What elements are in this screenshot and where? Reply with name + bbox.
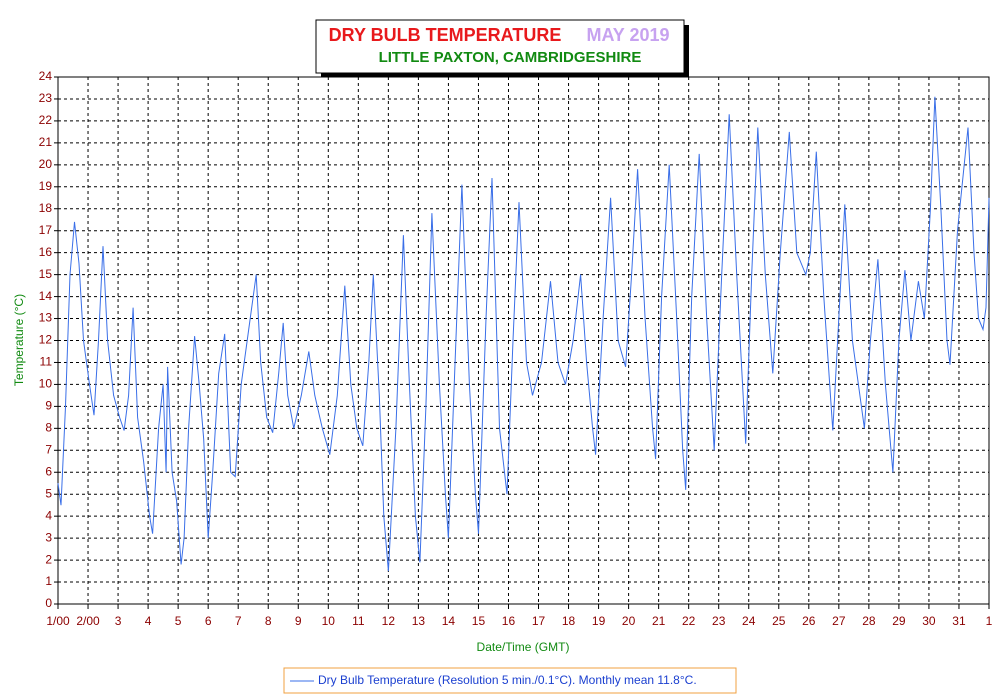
x-tick-label: 29	[892, 614, 906, 628]
x-tick-label: 14	[442, 614, 456, 628]
x-tick-label: 3	[115, 614, 122, 628]
x-tick-label: 13	[412, 614, 426, 628]
x-tick-label: 17	[532, 614, 546, 628]
x-tick-label: 11	[352, 614, 365, 628]
y-axis-label: Temperature (°C)	[12, 294, 26, 386]
y-tick-label: 14	[39, 289, 53, 303]
y-tick-label: 5	[45, 486, 52, 500]
y-tick-label: 6	[45, 464, 52, 478]
x-tick-label: 27	[832, 614, 846, 628]
y-tick-label: 24	[39, 69, 53, 83]
y-tick-label: 12	[39, 333, 53, 347]
x-tick-label: 23	[712, 614, 726, 628]
plot-border	[57, 76, 990, 605]
legend-label: Dry Bulb Temperature (Resolution 5 min./…	[318, 673, 697, 687]
y-tick-label: 21	[39, 135, 53, 149]
y-tick-label: 0	[45, 596, 52, 610]
x-tick-label: 12	[382, 614, 396, 628]
x-tick-label: 22	[682, 614, 696, 628]
y-tick-label: 22	[39, 113, 53, 127]
y-tick-label: 23	[39, 91, 53, 105]
y-tick-label: 9	[45, 399, 52, 413]
x-tick-label: 9	[295, 614, 302, 628]
y-tick-label: 16	[39, 245, 53, 259]
y-tick-label: 7	[45, 442, 52, 456]
chart-title: DRY BULB TEMPERATURE	[329, 25, 562, 45]
x-tick-label: 19	[592, 614, 606, 628]
y-tick-label: 19	[39, 179, 53, 193]
y-tick-label: 1	[45, 574, 52, 588]
x-tick-label: 1/00	[46, 614, 70, 628]
y-tick-label: 2	[45, 552, 52, 566]
x-axis-label: Date/Time (GMT)	[477, 640, 570, 654]
x-tick-label: 26	[802, 614, 816, 628]
y-tick-label: 15	[39, 267, 53, 281]
x-tick-label: 31	[952, 614, 966, 628]
y-tick-label: 3	[45, 530, 52, 544]
y-tick-label: 11	[40, 355, 53, 369]
y-tick-label: 4	[45, 508, 52, 522]
x-tick-label: 16	[502, 614, 516, 628]
x-tick-label: 20	[622, 614, 636, 628]
x-tick-label: 15	[472, 614, 486, 628]
temperature-line	[57, 96, 990, 572]
chart-period: MAY 2019	[586, 25, 669, 45]
y-tick-label: 13	[39, 311, 53, 325]
y-tick-label: 18	[39, 201, 53, 215]
x-tick-label: 8	[265, 614, 272, 628]
y-tick-label: 8	[45, 421, 52, 435]
x-tick-label: 30	[922, 614, 936, 628]
y-tick-label: 17	[39, 223, 53, 237]
x-tick-label: 5	[175, 614, 182, 628]
x-tick-label: 21	[652, 614, 666, 628]
x-tick-label: 28	[862, 614, 876, 628]
x-tick-label: 18	[562, 614, 576, 628]
x-tick-label: 25	[772, 614, 786, 628]
legend	[283, 667, 737, 694]
x-tick-label: 2/00	[76, 614, 100, 628]
x-tick-label: 4	[145, 614, 152, 628]
x-tick-label: 1	[986, 614, 993, 628]
x-tick-label: 6	[205, 614, 212, 628]
y-tick-label: 20	[39, 157, 53, 171]
x-tick-label: 7	[235, 614, 242, 628]
y-tick-label: 10	[39, 377, 53, 391]
chart-subtitle: LITTLE PAXTON, CAMBRIDGESHIRE	[379, 49, 642, 66]
x-tick-label: 10	[322, 614, 336, 628]
title-box	[315, 19, 685, 74]
x-tick-label: 24	[742, 614, 756, 628]
